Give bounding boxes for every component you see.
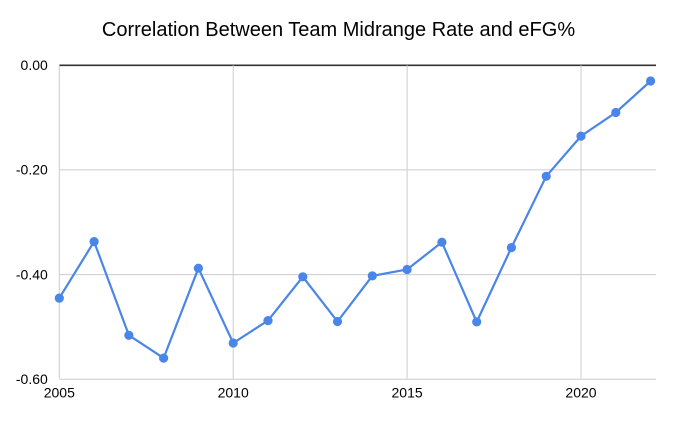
svg-text:2010: 2010 <box>218 385 249 401</box>
svg-text:2015: 2015 <box>392 385 423 401</box>
svg-text:2005: 2005 <box>44 385 75 401</box>
svg-text:-0.20: -0.20 <box>16 162 48 178</box>
svg-text:2020: 2020 <box>565 385 596 401</box>
svg-text:0.00: 0.00 <box>21 57 48 73</box>
svg-text:-0.40: -0.40 <box>16 266 48 282</box>
